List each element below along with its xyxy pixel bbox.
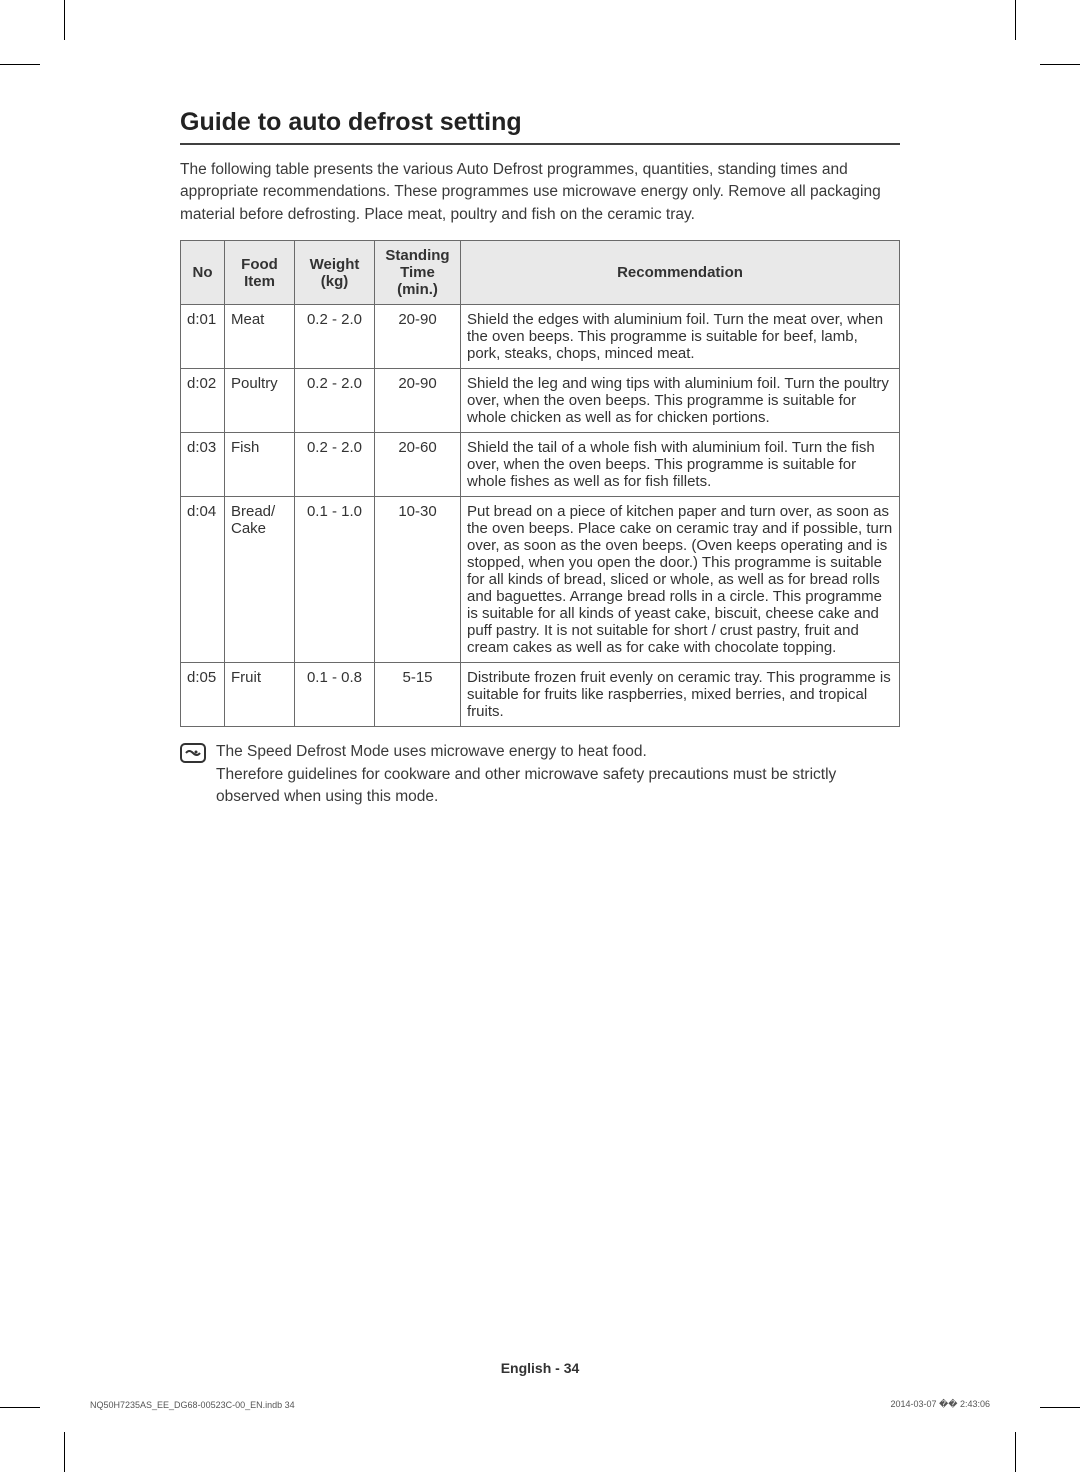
cell-rec: Shield the edges with aluminium foil. Tu… [461, 305, 900, 369]
table-row: d:02 Poultry 0.2 - 2.0 20-90 Shield the … [181, 369, 900, 433]
cell-food: Poultry [225, 369, 295, 433]
footer-lang: English - [501, 1360, 564, 1376]
page-footer-right: 2014-03-07 �� 2:43:06 [890, 1399, 990, 1410]
header-food: Food Item [225, 241, 295, 305]
crop-mark [0, 1407, 40, 1408]
cell-rec: Put bread on a piece of kitchen paper an… [461, 497, 900, 663]
note-block: The Speed Defrost Mode uses microwave en… [180, 741, 900, 808]
table-row: d:05 Fruit 0.1 - 0.8 5-15 Distribute fro… [181, 663, 900, 727]
cell-food: Fish [225, 433, 295, 497]
cell-weight: 0.1 - 1.0 [295, 497, 375, 663]
cell-rec: Distribute frozen fruit evenly on cerami… [461, 663, 900, 727]
table-row: d:04 Bread/ Cake 0.1 - 1.0 10-30 Put bre… [181, 497, 900, 663]
cell-no: d:01 [181, 305, 225, 369]
note-icon [180, 743, 206, 763]
cell-no: d:04 [181, 497, 225, 663]
crop-mark [64, 0, 65, 40]
crop-mark [1015, 1432, 1016, 1472]
header-recommendation: Recommendation [461, 241, 900, 305]
header-weight: Weight (kg) [295, 241, 375, 305]
cell-rec: Shield the leg and wing tips with alumin… [461, 369, 900, 433]
table-row: d:03 Fish 0.2 - 2.0 20-60 Shield the tai… [181, 433, 900, 497]
cell-time: 20-60 [375, 433, 461, 497]
cell-weight: 0.1 - 0.8 [295, 663, 375, 727]
crop-mark [1040, 64, 1080, 65]
page-title: Guide to auto defrost setting [180, 108, 900, 145]
table-body: d:01 Meat 0.2 - 2.0 20-90 Shield the edg… [181, 305, 900, 727]
cell-time: 5-15 [375, 663, 461, 727]
cell-time: 10-30 [375, 497, 461, 663]
cell-time: 20-90 [375, 369, 461, 433]
crop-mark [1040, 1407, 1080, 1408]
table-row: d:01 Meat 0.2 - 2.0 20-90 Shield the edg… [181, 305, 900, 369]
page-footer-left: NQ50H7235AS_EE_DG68-00523C-00_EN.indb 34 [90, 1400, 295, 1410]
cell-rec: Shield the tail of a whole fish with alu… [461, 433, 900, 497]
page-footer-center: English - 34 [0, 1360, 1080, 1376]
cell-weight: 0.2 - 2.0 [295, 305, 375, 369]
header-time: Standing Time (min.) [375, 241, 461, 305]
defrost-table: No Food Item Weight (kg) Standing Time (… [180, 240, 900, 727]
cell-food: Bread/ Cake [225, 497, 295, 663]
cell-weight: 0.2 - 2.0 [295, 433, 375, 497]
cell-food: Meat [225, 305, 295, 369]
cell-weight: 0.2 - 2.0 [295, 369, 375, 433]
crop-mark [64, 1432, 65, 1472]
crop-mark [1015, 0, 1016, 40]
intro-paragraph: The following table presents the various… [180, 159, 900, 226]
page-content: Guide to auto defrost setting The follow… [180, 108, 900, 809]
table-header-row: No Food Item Weight (kg) Standing Time (… [181, 241, 900, 305]
cell-time: 20-90 [375, 305, 461, 369]
cell-food: Fruit [225, 663, 295, 727]
header-no: No [181, 241, 225, 305]
cell-no: d:02 [181, 369, 225, 433]
note-text: The Speed Defrost Mode uses microwave en… [216, 741, 900, 808]
cell-no: d:05 [181, 663, 225, 727]
crop-mark [0, 64, 40, 65]
footer-page: 34 [564, 1360, 580, 1376]
cell-no: d:03 [181, 433, 225, 497]
